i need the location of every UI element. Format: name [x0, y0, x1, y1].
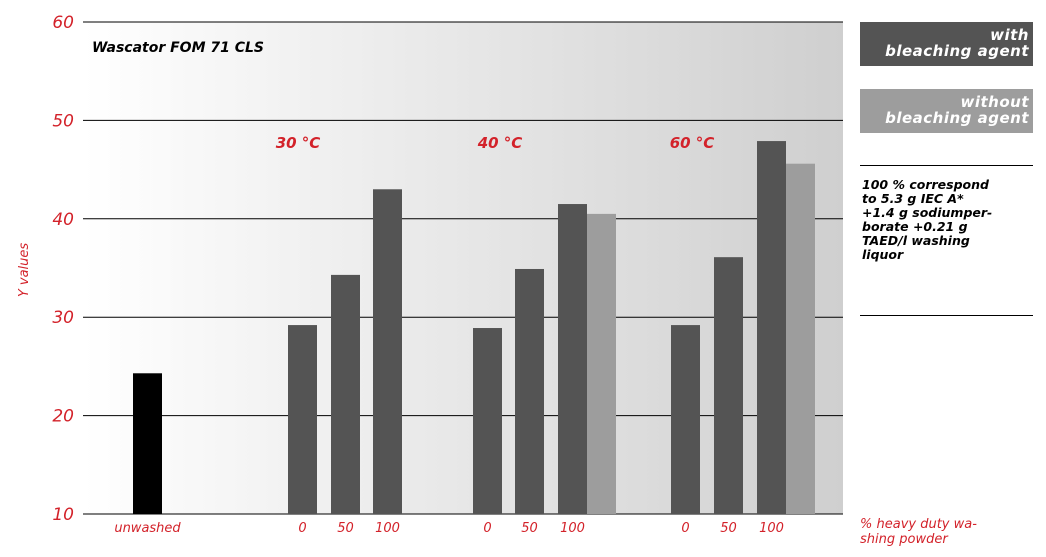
legend-without-bleaching: without bleaching agent [860, 89, 1033, 133]
y-axis-label: Y values [17, 243, 32, 298]
bar-unwashed [133, 373, 162, 514]
y-tick-labels: 10 20 30 40 50 60 [52, 13, 74, 525]
x-label-0: 0 [298, 521, 306, 536]
group-labels: 30 °C 40 °C 60 °C [276, 134, 715, 152]
y-tick-50: 50 [52, 111, 74, 131]
note-rule-top [860, 165, 1033, 166]
bars [133, 141, 815, 515]
x-axis-label: % heavy duty wa- shing powder [860, 517, 977, 547]
bar-60c-0 [671, 325, 700, 514]
chart-title: Wascator FOM 71 CLS [92, 40, 264, 56]
y-tick-20: 20 [52, 407, 74, 427]
bar-40c-100 [558, 204, 587, 515]
legend-with-line2: bleaching agent [885, 42, 1029, 60]
group-label-40c: 40 °C [477, 134, 523, 152]
bar-40c-50 [515, 268, 544, 514]
legend-without-line1: without [960, 93, 1029, 111]
y-tick-60: 60 [52, 13, 74, 33]
x-label-100: 100 [560, 521, 585, 536]
group-label-60c: 60 °C [670, 134, 715, 152]
bar-60c-100 [757, 141, 786, 514]
legend-with-bleaching: with bleaching agent [860, 22, 1033, 66]
x-label-unwashed: unwashed [114, 521, 181, 536]
x-label-100: 100 [375, 521, 400, 536]
gridlines [83, 21, 843, 515]
detergent-note: 100 % correspond to 5.3 g IEC A* +1.4 g … [862, 177, 993, 262]
x-label-50: 50 [720, 521, 737, 536]
bar-40c-without-without-bleach [587, 213, 616, 514]
bar-30c-50 [331, 274, 360, 514]
bar-30c-100 [373, 189, 402, 514]
y-tick-10: 10 [52, 505, 74, 525]
note-rule-bottom [860, 315, 1033, 316]
x-label-0: 0 [483, 521, 491, 536]
x-label-50: 50 [521, 521, 538, 536]
legend-without-line2: bleaching agent [885, 109, 1029, 127]
x-label-100: 100 [759, 521, 784, 536]
x-label-0: 0 [681, 521, 689, 536]
x-label-50: 50 [337, 521, 354, 536]
bar-60c-without-without-bleach [786, 163, 815, 515]
bar-40c-0 [473, 328, 502, 514]
bar-30c-0 [288, 325, 317, 514]
bar-60c-50 [714, 257, 743, 514]
y-tick-30: 30 [52, 308, 74, 328]
y-tick-40: 40 [52, 210, 74, 230]
legend-with-line1: with [990, 26, 1029, 44]
group-label-30c: 30 °C [276, 134, 321, 152]
x-tick-labels: unwashed 0 50 100 0 50 100 0 50 100 [114, 521, 784, 536]
